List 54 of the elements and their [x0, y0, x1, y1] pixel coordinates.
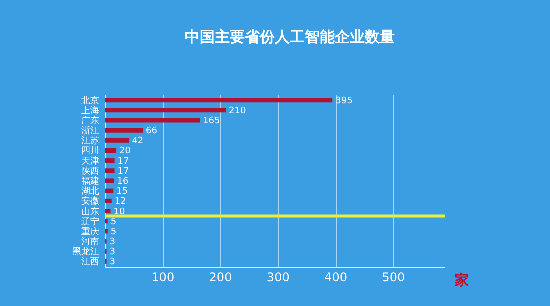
data-label: 3	[110, 238, 116, 248]
data-label: 17	[118, 166, 130, 177]
y-tick-label: 浙江	[82, 126, 100, 137]
y-tick-label: 安徽	[82, 196, 100, 208]
data-label: 66	[146, 126, 158, 137]
data-label: 12	[114, 197, 126, 208]
bar	[105, 128, 144, 133]
bar	[105, 229, 108, 234]
data-label: 42	[132, 136, 144, 147]
bar	[105, 208, 111, 214]
y-tick-label: 黑龙江	[72, 246, 100, 258]
x-tick-label: 200	[209, 270, 232, 284]
y-tick-label: 山东	[82, 206, 100, 218]
bar	[105, 138, 130, 143]
y-tick-label: 天津	[82, 156, 100, 167]
bar	[105, 118, 200, 123]
y-tick-label: 北京	[82, 95, 100, 106]
data-label: 15	[116, 187, 128, 198]
bar	[105, 188, 114, 194]
data-label: 5	[110, 217, 117, 228]
y-tick-label: 广东	[82, 115, 100, 126]
x-tick-label: 400	[324, 270, 348, 284]
data-label: 10	[114, 207, 126, 218]
data-label: 210	[229, 106, 246, 116]
y-tick-label: 湖北	[82, 186, 100, 198]
data-label: 3	[110, 248, 116, 258]
bar	[105, 158, 115, 164]
bar	[105, 198, 112, 204]
data-label: 165	[203, 116, 220, 126]
y-tick-label: 上海	[82, 105, 100, 116]
data-label: 17	[118, 156, 130, 167]
y-tick-label: 四川	[82, 146, 100, 157]
x-tick-label: 500	[382, 270, 406, 284]
data-label: 3	[110, 258, 116, 268]
y-tick-label: 江苏	[82, 136, 100, 147]
y-tick-label: 福建	[82, 176, 100, 187]
data-label: 20	[120, 146, 132, 157]
x-tick-label: 100	[152, 270, 175, 284]
bar	[105, 108, 226, 113]
y-tick-label: 重庆	[82, 226, 100, 238]
x-tick-label: 300	[266, 270, 290, 284]
y-tick-label: 江西	[82, 256, 100, 268]
bar	[105, 98, 333, 103]
bar	[105, 219, 108, 224]
bar	[105, 148, 117, 154]
chart-title: 中国主要省份人工智能企业数量	[185, 28, 395, 46]
bar	[105, 168, 115, 174]
y-tick-label: 辽宁	[82, 216, 100, 228]
y-tick-label: 陕西	[82, 166, 100, 177]
data-label: 5	[110, 227, 117, 238]
data-label: 16	[117, 177, 129, 187]
bar	[105, 178, 114, 184]
y-tick-label: 河南	[82, 236, 100, 248]
x-axis-title: 家	[454, 272, 469, 289]
